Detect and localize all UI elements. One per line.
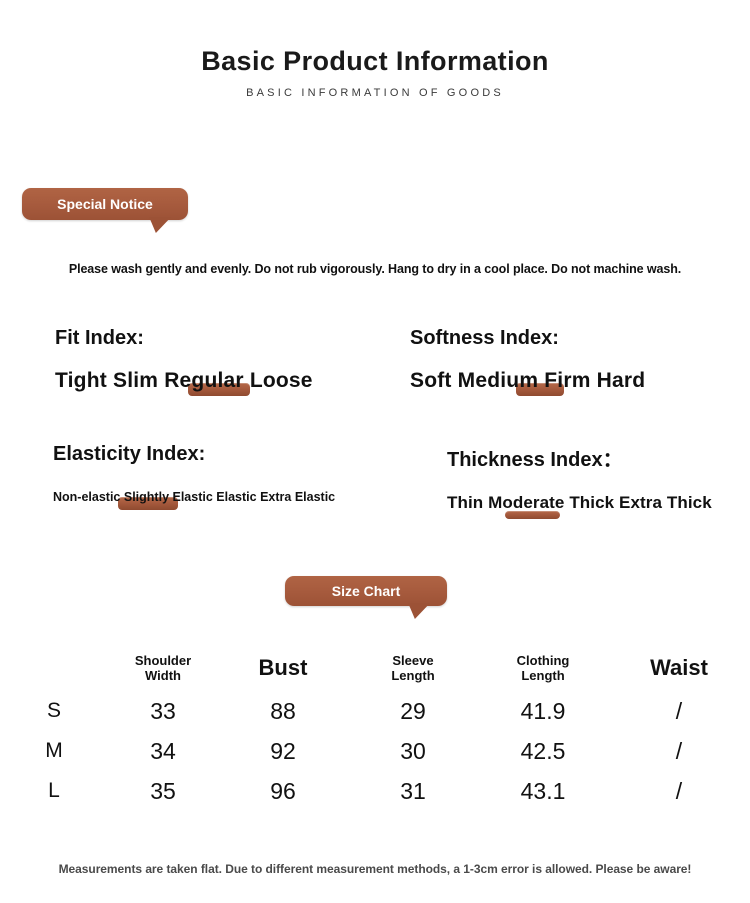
column-header-sleeve-length: Sleeve Length (348, 645, 478, 691)
cell-size: M (45, 739, 63, 762)
thickness-option-thin[interactable]: Thin (447, 493, 484, 512)
cell-size: S (46, 699, 61, 722)
speech-bubble-tail-icon (146, 217, 172, 233)
column-header-shoulder-width-line1: Shoulder (134, 653, 192, 668)
cell-clothing-length: 43.1 (520, 777, 566, 804)
column-header-clothing-length-line2: Length (521, 668, 565, 683)
softness-option-medium[interactable]: Medium (457, 369, 539, 392)
cell-sleeve-length: 31 (400, 777, 426, 804)
cell-bust: 96 (270, 777, 296, 804)
cell-shoulder-width: 35 (150, 777, 176, 804)
special-notice-badge-label: Special Notice (57, 196, 153, 212)
cell-waist: / (675, 777, 683, 804)
column-header-shoulder-width-line2: Width (145, 668, 181, 683)
softness-option-hard[interactable]: Hard (596, 369, 646, 392)
cell-bust: 88 (270, 697, 296, 724)
fit-option-regular[interactable]: Regular (164, 369, 244, 392)
cell-clothing-length: 41.9 (520, 697, 566, 724)
column-header-sleeve-length-line2: Length (391, 668, 435, 683)
thickness-option-extra-thick[interactable]: Extra Thick (619, 493, 712, 512)
size-chart-table: Shoulder Width Bust Sleeve Length Clothi… (0, 645, 750, 811)
thickness-index-title: Thickness Index： (447, 449, 623, 471)
column-header-bust: Bust (258, 655, 308, 680)
softness-option-firm[interactable]: Firm (544, 369, 591, 392)
cell-size: L (48, 779, 60, 802)
table-row: M 34 92 30 42.5 / (0, 731, 750, 771)
size-chart-badge-label: Size Chart (331, 583, 401, 599)
fit-index-block: Fit Index: Tight Slim Regular Loose (55, 327, 313, 396)
special-notice-badge: Special Notice (22, 188, 188, 233)
elasticity-index-title: Elasticity Index: (53, 443, 206, 465)
cell-sleeve-length: 30 (400, 737, 426, 764)
table-row: S 33 88 29 41.9 / (0, 691, 750, 731)
cell-waist: / (675, 697, 683, 724)
elasticity-index-block: Elasticity Index: Non-elastic Slightly E… (53, 443, 336, 510)
thickness-index-block: Thickness Index： Thin Moderate Thick Ext… (447, 443, 712, 519)
elasticity-option-non-elastic[interactable]: Non-elastic (53, 490, 121, 504)
softness-index-block: Softness Index: Soft Medium Firm Hard (410, 327, 646, 396)
cell-shoulder-width: 33 (150, 697, 176, 724)
thickness-option-thick[interactable]: Thick (569, 493, 615, 512)
softness-index-selected-marker (516, 383, 564, 396)
fit-option-tight[interactable]: Tight (55, 369, 107, 392)
cell-bust: 92 (270, 737, 296, 764)
cell-waist: / (675, 737, 683, 764)
column-header-waist: Waist (650, 655, 708, 680)
column-header-size (0, 645, 108, 691)
fit-option-slim[interactable]: Slim (112, 369, 159, 392)
size-chart-badge: Size Chart (285, 576, 447, 619)
thickness-index-selected-marker (505, 511, 560, 519)
table-row: L 35 96 31 43.1 / (0, 771, 750, 811)
elasticity-option-extra-elastic[interactable]: Extra Elastic (260, 490, 336, 504)
column-header-clothing-length-line1: Clothing (516, 653, 570, 668)
elasticity-option-slightly-elastic[interactable]: Slightly Elastic (123, 490, 213, 504)
page-title: Basic Product Information (201, 46, 549, 76)
elasticity-index-options: Non-elastic Slightly Elastic Elastic Ext… (53, 490, 336, 510)
thickness-index-options: Thin Moderate Thick Extra Thick (447, 493, 712, 519)
measurement-disclaimer: Measurements are taken flat. Due to diff… (58, 862, 692, 876)
fit-index-options: Tight Slim Regular Loose (55, 369, 313, 396)
cell-clothing-length: 42.5 (520, 737, 566, 764)
thickness-option-moderate[interactable]: Moderate (488, 493, 565, 512)
column-header-shoulder-width: Shoulder Width (108, 645, 218, 691)
special-notice-text: Please wash gently and evenly. Do not ru… (68, 262, 682, 276)
column-header-sleeve-length-line1: Sleeve (392, 653, 434, 668)
fit-option-loose[interactable]: Loose (249, 369, 313, 392)
softness-index-options: Soft Medium Firm Hard (410, 369, 646, 396)
fit-index-title: Fit Index: (55, 327, 144, 349)
fit-index-selected-marker (188, 383, 250, 396)
column-header-clothing-length: Clothing Length (478, 645, 608, 691)
cell-sleeve-length: 29 (400, 697, 426, 724)
softness-option-soft[interactable]: Soft (410, 369, 452, 392)
elasticity-index-selected-marker (118, 497, 178, 510)
page-subtitle: BASIC INFORMATION OF GOODS (246, 87, 504, 99)
softness-index-title: Softness Index: (410, 327, 559, 349)
cell-shoulder-width: 34 (150, 737, 176, 764)
speech-bubble-tail-icon (405, 603, 431, 619)
elasticity-option-elastic[interactable]: Elastic (216, 490, 257, 504)
table-header-row: Shoulder Width Bust Sleeve Length Clothi… (0, 645, 750, 691)
page-header: Basic Product Information BASIC INFORMAT… (0, 44, 750, 99)
